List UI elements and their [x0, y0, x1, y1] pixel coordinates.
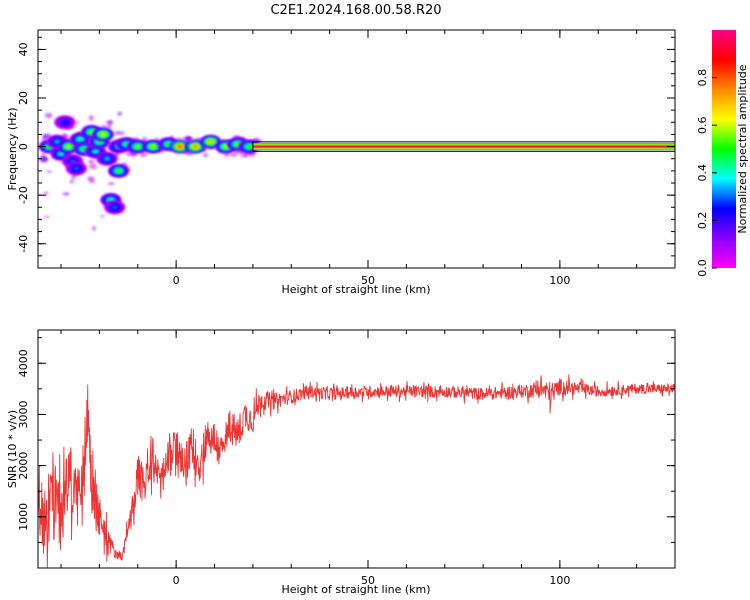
spectrogram-blob [115, 169, 122, 173]
snr-frame [37, 329, 676, 569]
spectrogram-speckle [69, 179, 74, 184]
spectrogram-speckle [43, 191, 49, 195]
spectrogram-blob [192, 144, 199, 149]
colorbar-label: Normalized spectral amplitude [736, 64, 749, 233]
spectrogram-speckle [88, 163, 98, 170]
spectrogram-speckle [42, 156, 47, 161]
x-tick-label: 50 [361, 574, 375, 587]
spectrogram-blob [73, 166, 80, 171]
spectrogram-speckle [88, 115, 94, 121]
y-tick-label: 0 [17, 143, 30, 150]
y-tick-label: 2000 [17, 452, 30, 480]
y-tick-label: 40 [17, 42, 30, 56]
spectrogram-speckle [176, 137, 181, 140]
x-tick-label: 50 [361, 274, 375, 287]
snr-line-area [38, 374, 675, 568]
spectrogram-speckle [203, 152, 209, 158]
snr-ticks: 0 50 100 1000 2000 3000 4000 [17, 330, 676, 587]
colorbar-tick-label: 0.8 [696, 69, 709, 87]
y-tick-label: 20 [17, 91, 30, 105]
spectrogram-blob [62, 120, 68, 125]
snr-x-label: Height of straight line (km) [281, 583, 430, 596]
spectrogram-speckle [92, 225, 96, 231]
y-tick-label: 4000 [17, 349, 30, 377]
spectrogram-speckle [41, 153, 45, 157]
spectrogram-speckle [142, 137, 148, 140]
spectrogram-blob [77, 137, 84, 142]
spectrogram-ridge [252, 145, 675, 148]
colorbar-tick-label: 0.2 [696, 212, 709, 230]
y-tick-label: -20 [17, 186, 30, 204]
spectrogram-speckle [41, 137, 46, 141]
spectrogram-speckle [107, 182, 115, 186]
colorbar-tick-label: 0.4 [696, 164, 709, 182]
spectrogram-speckle [113, 131, 121, 135]
spectrogram-blob [150, 144, 156, 149]
spectrogram-speckle [74, 121, 80, 124]
x-tick-label: 0 [173, 574, 180, 587]
spectrogram-speckle [185, 137, 194, 141]
spectrogram-blob [100, 132, 107, 137]
y-tick-label: -40 [17, 235, 30, 253]
x-tick-label: 0 [173, 274, 180, 287]
spectrogram-blob [134, 144, 141, 149]
spectrogram-blob [111, 205, 118, 210]
spectrogram-speckle [71, 175, 75, 181]
spectrogram-blob [246, 144, 252, 149]
spectrogram-speckle [154, 137, 159, 141]
spectrogram-speckle [46, 170, 52, 173]
spectrogram-image [38, 111, 676, 231]
snr-panel: 0 50 100 1000 2000 3000 4000 Height of straigh… [6, 329, 676, 596]
y-tick-label: 1000 [17, 503, 30, 531]
x-tick-label: 100 [549, 274, 570, 287]
spectrogram-blob [92, 149, 99, 154]
colorbar: 0.0 0.2 0.4 0.6 0.8 Normalized spectral ampl… [696, 30, 749, 277]
spectrogram-panel: 0 50 100 -40 -20 0 20 40 Height of straight lin… [6, 29, 676, 296]
spectrogram-ticks: 0 50 100 -40 -20 0 20 40 [17, 30, 676, 287]
spectrogram-speckle [62, 192, 70, 196]
colorbar-gradient [712, 30, 736, 268]
spectrogram-speckle [87, 176, 95, 182]
x-tick-label: 100 [549, 574, 570, 587]
spectrogram-blob [177, 144, 183, 149]
spectrogram-blob [58, 152, 64, 156]
snr-series-line [38, 374, 675, 568]
colorbar-tick-label: 0.6 [696, 116, 709, 134]
spectrogram-speckle [140, 152, 149, 156]
snr-plot-area [38, 330, 675, 568]
spectrogram-blob [65, 144, 72, 149]
spectrogram-speckle [108, 120, 113, 126]
spectrogram-speckle [88, 159, 95, 164]
snr-y-label: SNR (10 * v/v) [6, 410, 19, 488]
spectrogram-speckle [239, 154, 249, 158]
colorbar-tick-label: 0.0 [696, 259, 709, 277]
spectrogram-speckle [106, 124, 112, 129]
spectrogram-blob [54, 139, 60, 144]
spectrogram-speckle [100, 215, 105, 218]
spectrogram-blob [104, 156, 110, 161]
spectrogram-x-label: Height of straight line (km) [281, 283, 430, 296]
figure-title: C2E1.2024.168.00.58.R20 [270, 3, 441, 18]
y-tick-label: 3000 [17, 400, 30, 428]
spectrogram-frame [37, 29, 676, 269]
colorbar-ticks: 0.0 0.2 0.4 0.6 0.8 [696, 69, 717, 277]
spectrogram-y-label: Frequency (Hz) [6, 108, 19, 191]
spectrogram-speckle [229, 152, 238, 157]
spectrogram-speckle [100, 125, 107, 129]
spectrogram-speckle [44, 112, 53, 118]
spectrogram-speckle [131, 152, 138, 157]
spectrogram-blob [207, 139, 214, 144]
spectrogram-speckle [43, 215, 51, 218]
spectrogram-speckle [117, 111, 122, 116]
